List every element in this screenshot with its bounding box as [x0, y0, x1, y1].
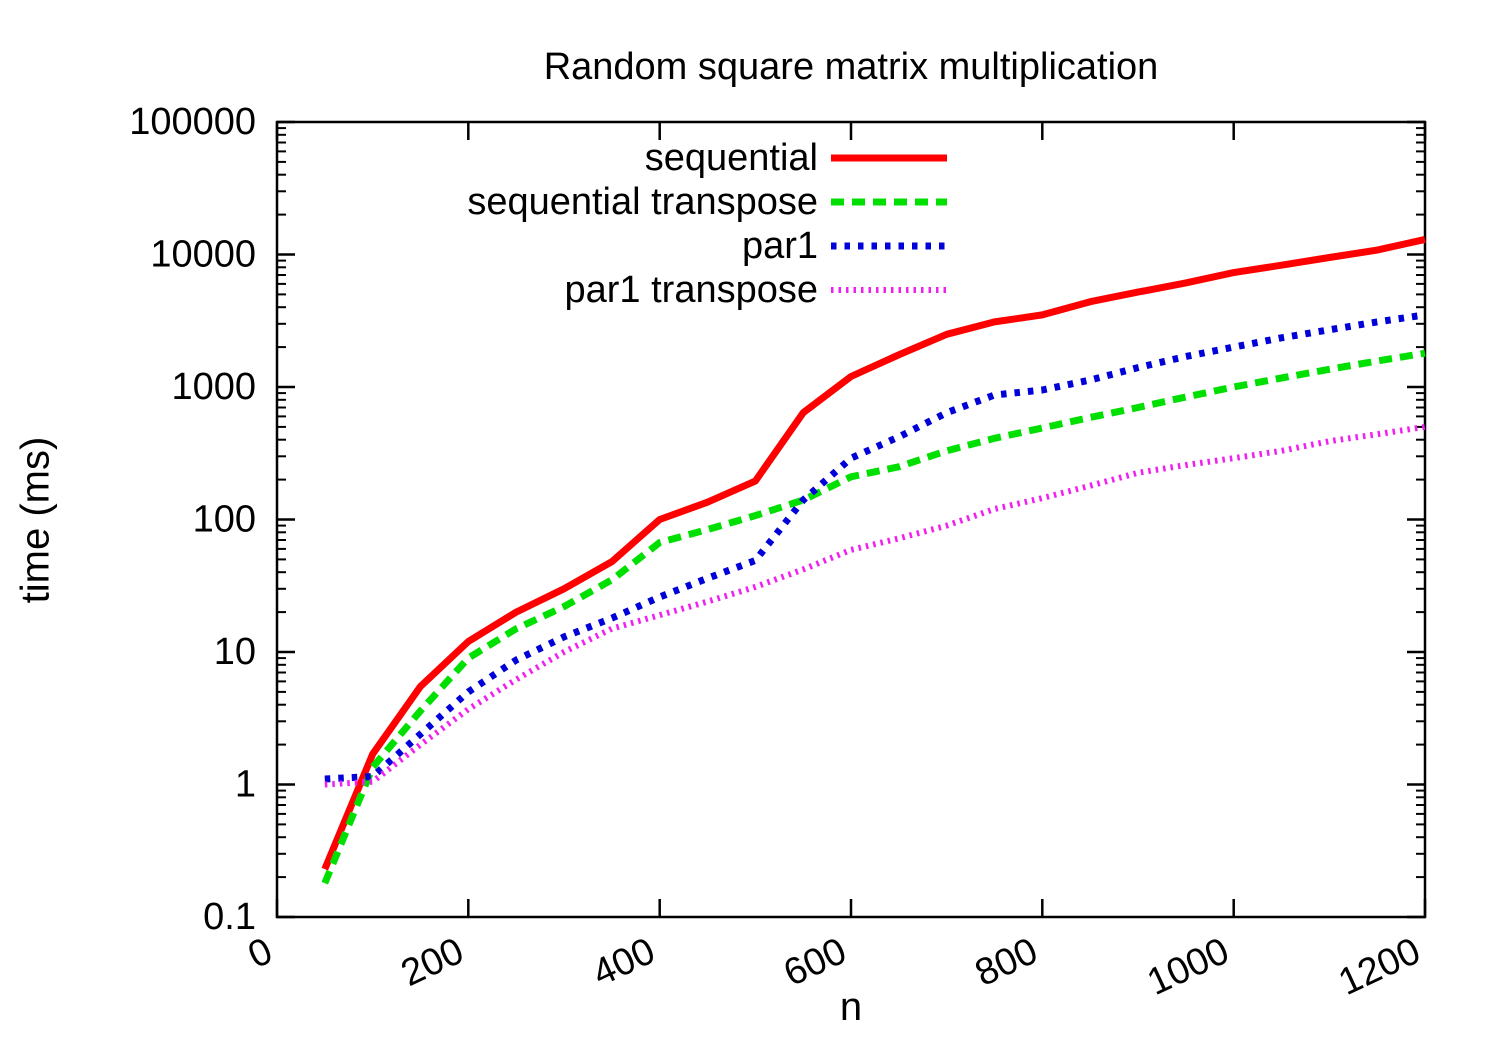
y-tick-label: 100000: [129, 101, 256, 143]
y-tick-label: 10000: [150, 234, 256, 276]
y-tick-label: 0.1: [203, 896, 256, 938]
x-tick-label: 200: [395, 930, 470, 995]
x-axis-label: n: [839, 985, 863, 1029]
series-line-par1: [324, 311, 1426, 783]
x-tick-label: 800: [969, 930, 1044, 995]
legend-label: par1: [742, 225, 818, 267]
y-tick-label: 1: [235, 764, 256, 806]
x-tick-label: 400: [586, 930, 661, 995]
legend-label: sequential transpose: [467, 181, 818, 223]
x-tick-label: 600: [778, 930, 853, 995]
chart-title: Random square matrix multiplication: [543, 46, 1159, 88]
plot-border: [275, 120, 1427, 919]
y-tick-label: 10: [214, 631, 256, 673]
series-line-sequential-transpose: [321, 349, 1426, 885]
y-tick-label: 1000: [171, 366, 256, 408]
legend-label: par1 transpose: [565, 269, 819, 311]
series-line-par1-transpose: [324, 423, 1426, 788]
series-line-sequential: [321, 235, 1426, 871]
x-tick-label: 1200: [1332, 930, 1426, 1004]
y-tick-label: 100: [193, 499, 256, 541]
x-tick-label: 0: [242, 930, 279, 977]
x-tick-label: 1000: [1141, 930, 1235, 1004]
legend-label: sequential: [645, 137, 818, 179]
